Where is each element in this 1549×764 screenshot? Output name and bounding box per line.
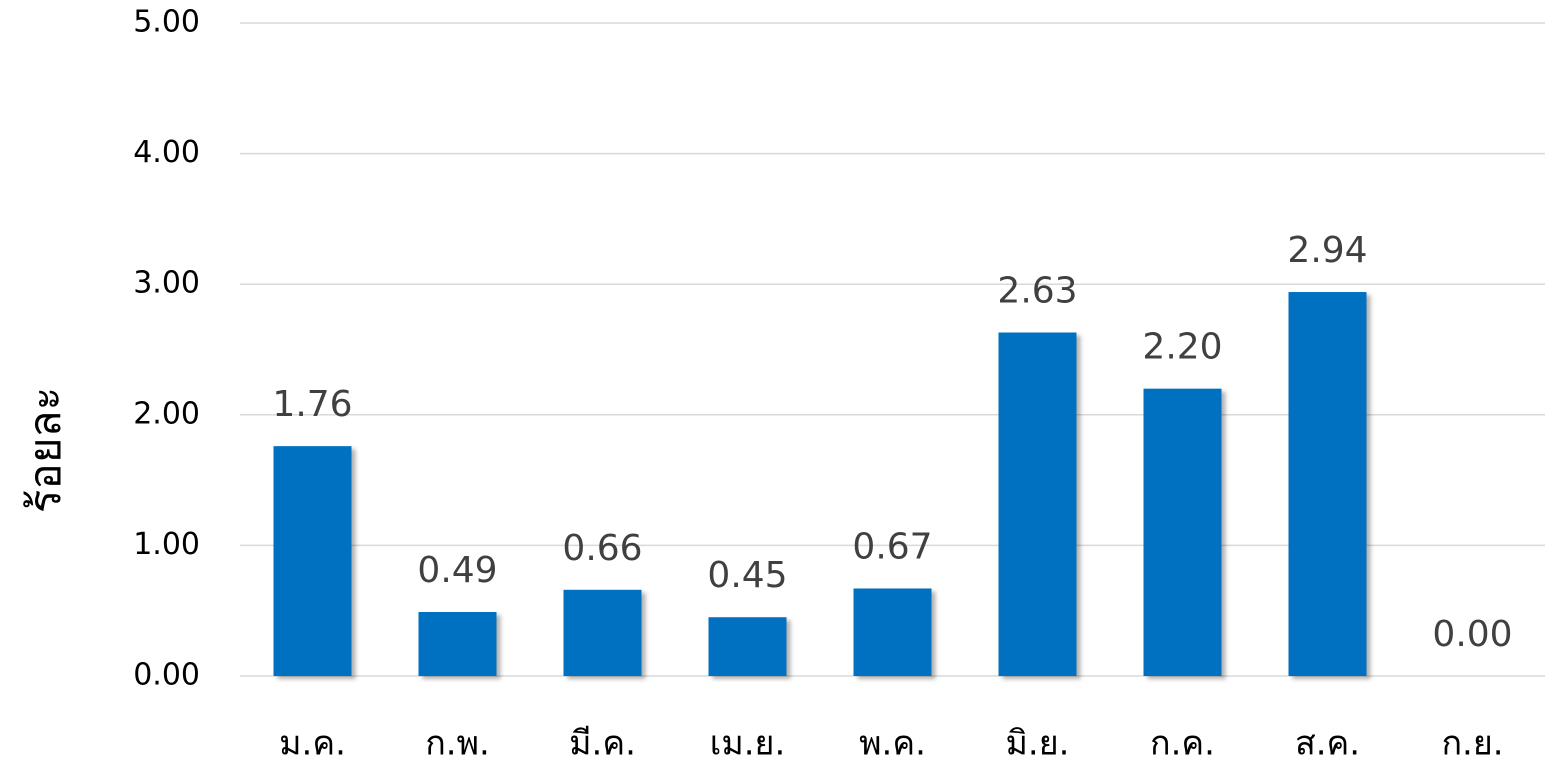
data-label: 2.63 [997, 271, 1077, 312]
data-label: 0.45 [707, 555, 787, 596]
data-label: 2.94 [1287, 230, 1367, 271]
y-tick-label: 3.00 [133, 266, 200, 301]
x-tick-label: ก.ค. [1150, 724, 1215, 764]
y-tick-label: 4.00 [133, 135, 200, 170]
y-tick-label: 1.00 [133, 527, 200, 562]
x-tick-label: มิ.ย. [1006, 724, 1070, 764]
x-tick-label: ก.ย. [1441, 724, 1503, 764]
x-tick-label: พ.ค. [859, 724, 926, 764]
data-label: 1.76 [272, 384, 352, 425]
data-label: 0.67 [852, 526, 932, 567]
bar [418, 612, 497, 676]
bar [273, 446, 352, 676]
data-label: 2.20 [1142, 327, 1222, 368]
bar [853, 588, 932, 676]
x-tick-label: ส.ค. [1295, 724, 1360, 764]
y-axis-label: ร้อยละ [20, 387, 71, 513]
x-tick-label: เม.ย. [710, 724, 786, 764]
data-label: 0.49 [417, 550, 497, 591]
bar [1288, 292, 1367, 676]
bar [998, 332, 1077, 676]
x-tick-label: ก.พ. [425, 724, 490, 764]
y-tick-label: 2.00 [133, 396, 200, 431]
data-label: 0.66 [562, 528, 642, 569]
data-label: 0.00 [1432, 614, 1512, 655]
bar [1143, 388, 1222, 676]
bar [563, 589, 642, 676]
y-tick-label: 0.00 [133, 658, 200, 693]
y-tick-label: 5.00 [133, 5, 200, 40]
x-tick-label: ม.ค. [279, 724, 346, 764]
x-tick-label: มี.ค. [569, 724, 636, 764]
bar [708, 617, 787, 676]
